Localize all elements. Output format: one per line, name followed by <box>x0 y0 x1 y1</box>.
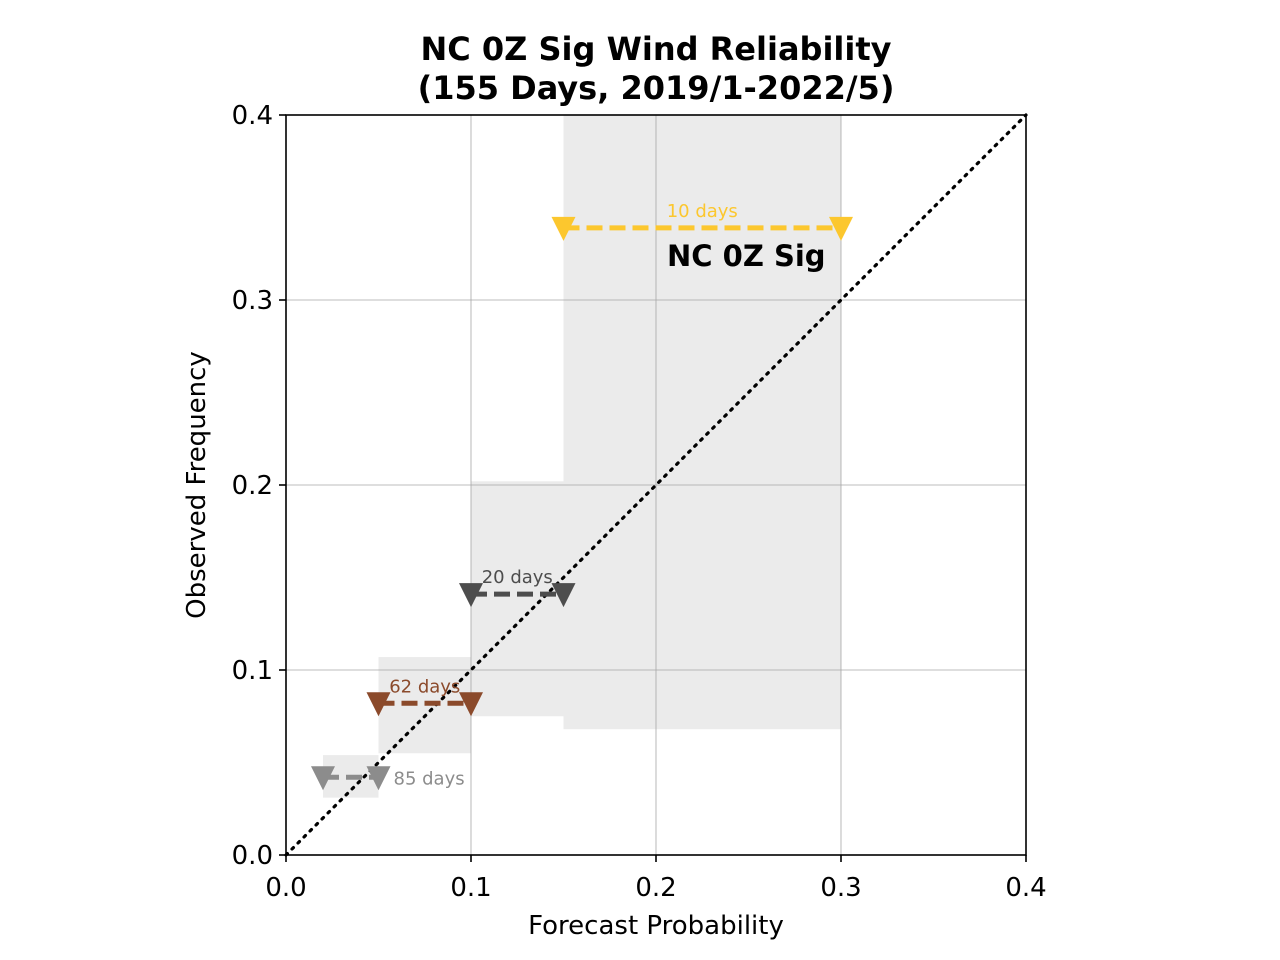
bin-marker-end-1 <box>459 692 483 717</box>
bin-marker-start-0 <box>311 766 335 791</box>
reliability-points: 85 days 62 days 20 days 10 days <box>311 201 853 791</box>
axis-ticks: 0.0 0.1 0.2 0.3 0.4 0.0 0.1 0.2 0.3 0.4 <box>232 101 1047 903</box>
bin-marker-end-0 <box>366 766 391 791</box>
x-tick-label-3: 0.3 <box>820 873 861 903</box>
x-tick-label-0: 0.0 <box>265 873 306 903</box>
x-tick-label-2: 0.2 <box>635 873 676 903</box>
y-tick-label-0: 0.0 <box>232 841 273 871</box>
bin-day-count-label-2: 20 days <box>482 567 553 588</box>
bin-marker-end-2 <box>551 583 576 608</box>
chart-annotation: NC 0Z Sig <box>667 239 826 273</box>
bin-marker-start-2 <box>459 583 483 608</box>
bin-0: 85 days <box>311 766 465 791</box>
chart-title-line-1: NC 0Z Sig Wind Reliability <box>420 30 891 68</box>
y-tick-label-3: 0.3 <box>232 286 273 316</box>
confidence-band-3 <box>563 115 841 730</box>
confidence-bands <box>323 115 841 798</box>
bin-day-count-label-1: 62 days <box>389 676 460 697</box>
bin-1: 62 days <box>366 676 483 717</box>
y-tick-label-1: 0.1 <box>232 656 273 686</box>
x-tick-label-1: 0.1 <box>450 873 491 903</box>
bin-day-count-label-3: 10 days <box>667 201 738 222</box>
bin-marker-end-3 <box>829 216 853 241</box>
confidence-band-2 <box>471 481 564 717</box>
bin-2: 20 days <box>459 567 576 608</box>
bin-day-count-label-0: 85 days <box>394 768 465 789</box>
y-tick-label-2: 0.2 <box>232 471 273 501</box>
y-axis-label: Observed Frequency <box>182 351 212 619</box>
bin-marker-start-1 <box>366 692 391 717</box>
bin-3: 10 days <box>551 201 853 241</box>
x-axis-label: Forecast Probability <box>528 911 784 941</box>
x-tick-label-4: 0.4 <box>1005 873 1046 903</box>
y-tick-label-4: 0.4 <box>232 101 273 131</box>
bin-marker-start-3 <box>551 216 576 241</box>
chart-title-line-2: (155 Days, 2019/1-2022/5) <box>418 69 895 107</box>
